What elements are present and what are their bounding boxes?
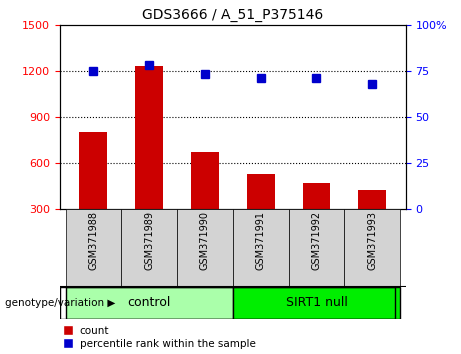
Text: SIRT1 null: SIRT1 null: [285, 296, 348, 309]
Text: GSM371991: GSM371991: [256, 211, 266, 270]
Bar: [289, 209, 344, 287]
Bar: [135, 66, 163, 209]
Text: GSM371989: GSM371989: [144, 211, 154, 270]
Text: GSM371988: GSM371988: [89, 211, 98, 270]
Bar: [191, 152, 219, 209]
Bar: [65, 287, 233, 319]
Text: GSM371993: GSM371993: [367, 211, 377, 270]
Text: GSM371990: GSM371990: [200, 211, 210, 270]
Bar: [302, 183, 331, 209]
Title: GDS3666 / A_51_P375146: GDS3666 / A_51_P375146: [142, 8, 324, 22]
Bar: [344, 209, 400, 287]
Bar: [121, 209, 177, 287]
Text: control: control: [128, 296, 171, 309]
Text: genotype/variation ▶: genotype/variation ▶: [5, 298, 115, 308]
Bar: [65, 209, 121, 287]
Bar: [247, 173, 275, 209]
Bar: [177, 209, 233, 287]
Bar: [233, 209, 289, 287]
Bar: [233, 287, 400, 319]
Bar: [79, 132, 107, 209]
Text: GSM371992: GSM371992: [312, 211, 321, 270]
Bar: [358, 190, 386, 209]
Legend: count, percentile rank within the sample: count, percentile rank within the sample: [65, 326, 255, 349]
